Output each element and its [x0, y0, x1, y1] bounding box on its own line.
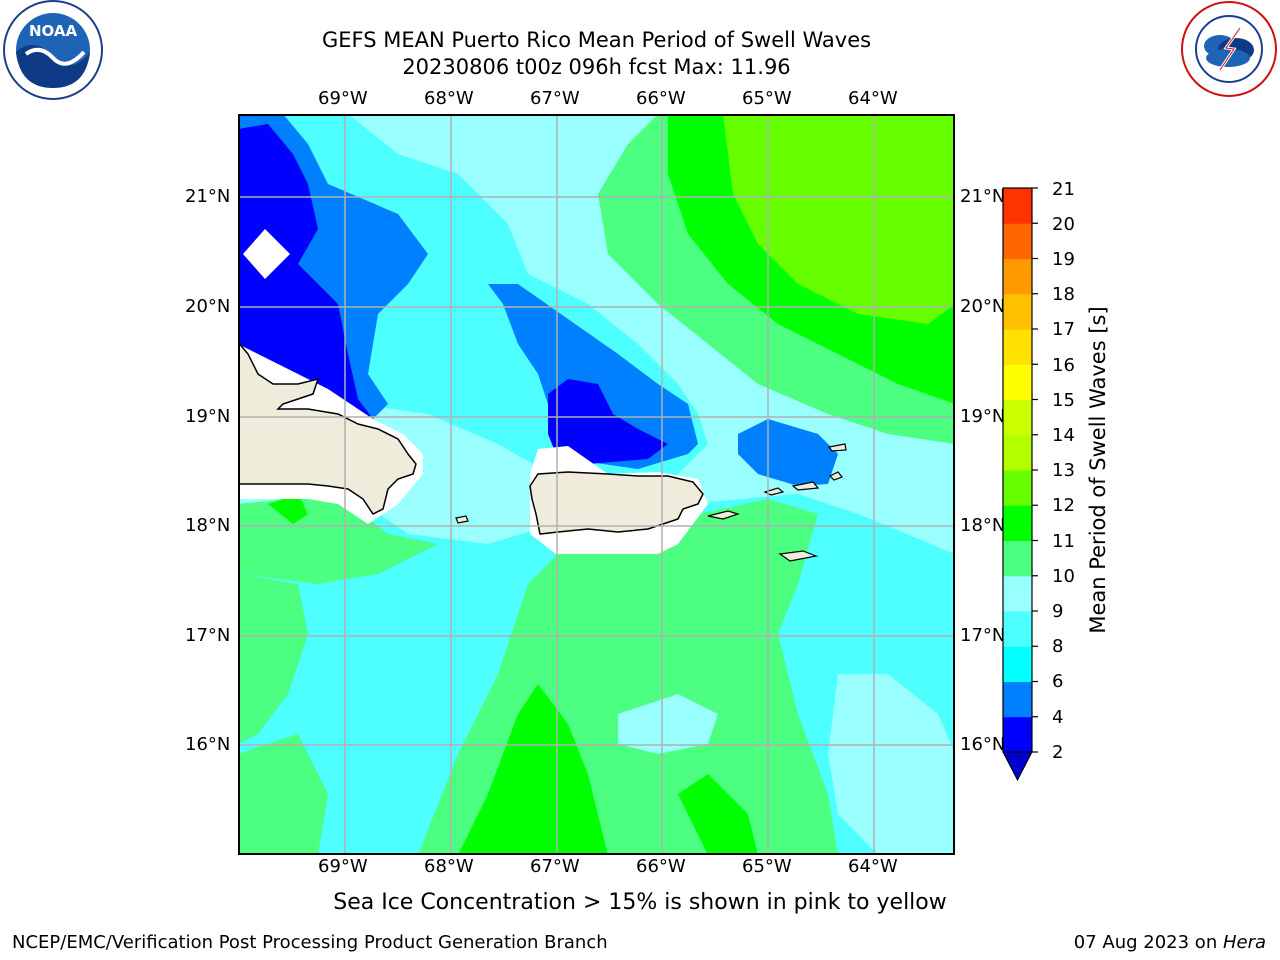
colorbar-segment-6-8	[1003, 646, 1032, 682]
colorbar-tick-9: 9	[1052, 601, 1064, 622]
colorbar-tick-4: 4	[1052, 707, 1064, 728]
colorbar-tick-18: 18	[1052, 284, 1075, 305]
colorbar	[1002, 187, 1038, 782]
colorbar-segment-16-17	[1003, 329, 1032, 365]
chart-subtitle: 20230806 t00z 096h fcst Max: 11.96	[402, 55, 791, 79]
colorbar-segment-19-20	[1003, 223, 1032, 259]
colorbar-tick-12: 12	[1052, 495, 1075, 516]
footer-date-text: 07 Aug 2023 on	[1073, 932, 1223, 953]
swell-band-10-11-southeast	[678, 774, 758, 854]
lat-label-left-17n: 17°N	[185, 625, 231, 646]
swell-band-4-6-east	[738, 419, 838, 486]
colorbar-tick-13: 13	[1052, 460, 1075, 481]
swell-band-9-10-southwest-low	[239, 734, 328, 854]
colorbar-segment-14-15	[1003, 399, 1032, 436]
colorbar-segment-13-14	[1003, 434, 1032, 471]
colorbar-tick-19: 19	[1052, 249, 1075, 270]
noaa-logo: NOAA	[3, 0, 103, 100]
colorbar-segment-18-19	[1003, 258, 1032, 295]
lon-label-top-64w: 64°W	[848, 88, 898, 109]
colorbar-tick-15: 15	[1052, 390, 1075, 411]
lat-label-left-21n: 21°N	[185, 186, 231, 207]
colorbar-segment-12-13	[1003, 470, 1032, 506]
island-small-north	[827, 443, 847, 452]
colorbar-tick-8: 8	[1052, 636, 1064, 657]
colorbar-segments	[1003, 188, 1032, 753]
lat-label-right-20n: 20°N	[960, 296, 1006, 317]
lon-label-bottom-65w: 65°W	[742, 856, 792, 877]
colorbar-label: Mean Period of Swell Waves [s]	[1086, 306, 1110, 634]
swell-band-2-4-central	[548, 379, 668, 464]
colorbar-segment-10-11	[1003, 540, 1032, 577]
swell-band-10-11-south	[458, 684, 608, 854]
chart-title: GEFS MEAN Puerto Rico Mean Period of Swe…	[321, 28, 872, 52]
colorbar-segment-2-4	[1003, 716, 1032, 753]
lon-label-top-65w: 65°W	[742, 88, 792, 109]
colorbar-segment-11-12	[1003, 505, 1032, 541]
footer-credit: NCEP/EMC/Verification Post Processing Pr…	[12, 932, 608, 953]
footer-host: Hera	[1222, 932, 1266, 953]
colorbar-segment-17-18	[1003, 293, 1032, 330]
swell-band-8-9-pocket	[618, 694, 718, 754]
lon-label-bottom-64w: 64°W	[848, 856, 898, 877]
colorbar-under-arrow	[1002, 751, 1033, 782]
missing-data-diamond	[243, 229, 290, 279]
lon-label-bottom-67w: 67°W	[530, 856, 580, 877]
land-hispaniola	[239, 342, 417, 515]
map-gridlines	[238, 114, 955, 855]
island-tortola	[791, 481, 820, 491]
lat-label-left-16n: 16°N	[185, 734, 231, 755]
island-mona	[455, 515, 469, 524]
colorbar-tick-6: 6	[1052, 671, 1064, 692]
sea-ice-note: Sea Ice Concentration > 15% is shown in …	[0, 890, 1280, 915]
island-anegada	[828, 471, 843, 481]
colorbar-tick-14: 14	[1052, 425, 1075, 446]
lon-label-top-68w: 68°W	[424, 88, 474, 109]
swell-band-8-9-southeast	[828, 674, 954, 854]
island-st-thomas	[763, 487, 785, 496]
lat-label-right-18n: 18°N	[960, 515, 1006, 536]
colorbar-tick-21: 21	[1052, 179, 1075, 200]
lat-label-right-21n: 21°N	[960, 186, 1006, 207]
colorbar-segment-8-9	[1003, 611, 1032, 647]
lon-label-top-69w: 69°W	[318, 88, 368, 109]
lon-label-bottom-68w: 68°W	[424, 856, 474, 877]
lon-label-top-67w: 67°W	[530, 88, 580, 109]
colorbar-tick-20: 20	[1052, 214, 1075, 235]
sea-ice-note-text: Sea Ice Concentration > 15% is shown in …	[333, 890, 947, 915]
lat-label-right-17n: 17°N	[960, 625, 1006, 646]
colorbar-segment-15-16	[1003, 364, 1032, 400]
swell-band-11-12-ne	[723, 115, 954, 324]
island-vieques	[707, 510, 740, 520]
lat-label-left-19n: 19°N	[185, 406, 231, 427]
lat-label-left-18n: 18°N	[185, 515, 231, 536]
colorbar-tick-11: 11	[1052, 531, 1075, 552]
nws-logo	[1181, 1, 1277, 97]
colorbar-segment-9-10	[1003, 575, 1032, 612]
swell-band-9-10-west	[239, 574, 308, 744]
colorbar-tick-marks	[1032, 187, 1038, 753]
lat-label-right-16n: 16°N	[960, 734, 1006, 755]
land-puerto-rico	[529, 471, 704, 535]
colorbar-tick-10: 10	[1052, 566, 1075, 587]
colorbar-tick-2: 2	[1052, 742, 1064, 763]
swell-band-6-8-east	[798, 574, 954, 674]
map-frame	[238, 114, 955, 855]
swell-band-4-6-central	[488, 284, 698, 469]
footer-date: 07 Aug 2023 on Hera	[1074, 932, 1266, 953]
colorbar-tick-16: 16	[1052, 355, 1075, 376]
swell-band-10-11-southwest	[268, 494, 308, 524]
swell-period-map	[238, 114, 955, 855]
noaa-logo-text: NOAA	[29, 22, 78, 40]
colorbar-tick-17: 17	[1052, 319, 1075, 340]
lon-label-bottom-66w: 66°W	[636, 856, 686, 877]
lon-label-top-66w: 66°W	[636, 88, 686, 109]
island-st-croix	[778, 550, 819, 562]
lon-label-bottom-69w: 69°W	[318, 856, 368, 877]
colorbar-segment-4-6	[1003, 681, 1032, 718]
lat-label-left-20n: 20°N	[185, 296, 231, 317]
lat-label-right-19n: 19°N	[960, 406, 1006, 427]
colorbar-segment-20-21	[1003, 188, 1032, 224]
